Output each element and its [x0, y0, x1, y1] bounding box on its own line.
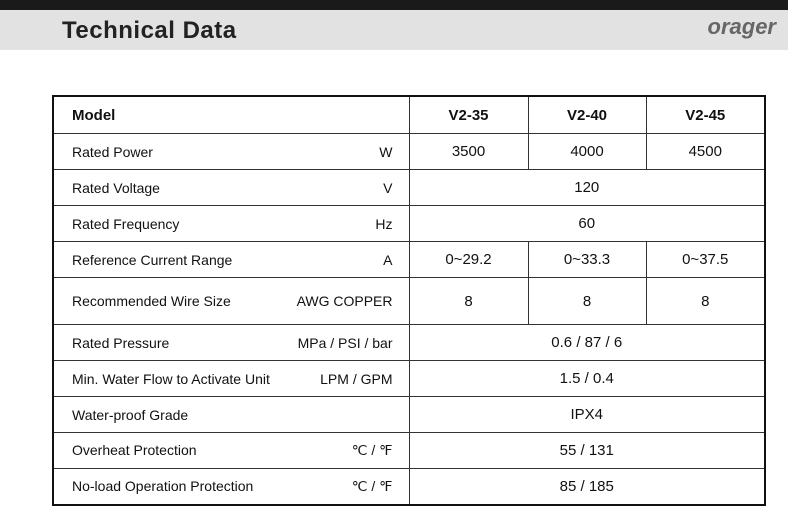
- top-bar: [0, 0, 788, 10]
- label: Min. Water Flow to Activate Unit: [72, 370, 270, 387]
- label: Recommended Wire Size: [72, 293, 231, 309]
- label: No-load Operation Protection: [72, 478, 254, 494]
- label-cell: LPM / GPM Min. Water Flow to Activate Uni…: [52, 360, 410, 397]
- value-cell: 4500: [645, 133, 766, 170]
- value-cell: 8: [408, 277, 529, 325]
- unit: W: [379, 143, 393, 160]
- value-cell: 4000: [527, 133, 647, 170]
- value-cell: 55 / 131: [408, 432, 766, 469]
- page-title: Technical Data: [62, 17, 237, 44]
- label: Rated Frequency: [72, 215, 180, 232]
- label-cell: Hz Rated Frequency: [52, 205, 410, 242]
- value-cell: 1.5 / 0.4: [408, 360, 766, 397]
- table-row: V Rated Voltage 120: [52, 169, 766, 206]
- column-header: V2-45: [645, 95, 766, 134]
- value-cell: 8: [645, 277, 766, 325]
- label-cell: A Reference Current Range: [52, 241, 410, 278]
- value-cell: 120: [408, 169, 766, 206]
- value-cell: IPX4: [408, 396, 766, 433]
- value-cell: 3500: [408, 133, 529, 170]
- header-row: Model V2-35 V2-40 V2-45: [52, 95, 766, 134]
- value-cell: 60: [408, 205, 766, 242]
- label-cell: W Rated Power: [52, 133, 410, 170]
- label: Reference Current Range: [72, 251, 233, 268]
- label-cell: ℃ / ℉ Overheat Protection: [52, 432, 410, 469]
- table-row: W Rated Power 3500 4000 4500: [52, 133, 766, 170]
- value-cell: 0~29.2: [408, 241, 529, 278]
- spec-table: Model V2-35 V2-40 V2-45 W Rated Power 3500 4000…: [52, 95, 766, 506]
- unit: A: [383, 251, 393, 268]
- label-cell: Water-proof Grade: [52, 396, 410, 433]
- unit: MPa / PSI / bar: [297, 334, 393, 351]
- value-cell: 0~33.3: [527, 241, 647, 278]
- column-header: V2-40: [527, 95, 647, 134]
- table-row: AWG COPPER Recommended Wire Size 8 8 8: [52, 277, 766, 325]
- label: Overheat Protection: [72, 442, 197, 458]
- table-row: A Reference Current Range 0~29.2 0~33.3 0~37…: [52, 241, 766, 278]
- table-row: LPM / GPM Min. Water Flow to Activate Uni…: [52, 360, 766, 397]
- label-cell: AWG COPPER Recommended Wire Size: [52, 277, 410, 325]
- label: Water-proof Grade: [72, 406, 189, 423]
- label-cell: ℃ / ℉ No-load Operation Protection: [52, 468, 410, 506]
- unit: LPM / GPM: [320, 370, 393, 387]
- label: Rated Pressure: [72, 334, 170, 351]
- unit: ℃ / ℉: [351, 442, 393, 458]
- table-row: Water-proof Grade IPX4: [52, 396, 766, 433]
- value-cell: 8: [527, 277, 647, 325]
- value-cell: 0.6 / 87 / 6: [408, 324, 766, 361]
- value-cell: 85 / 185: [408, 468, 766, 506]
- label: Rated Power: [72, 143, 153, 160]
- column-header: Model: [52, 95, 410, 134]
- header-band: [0, 10, 788, 50]
- label-cell: MPa / PSI / bar Rated Pressure: [52, 324, 410, 361]
- unit: V: [383, 179, 393, 196]
- unit: ℃ / ℉: [351, 478, 393, 494]
- logo: orager: [707, 14, 776, 39]
- label: Rated Voltage: [72, 179, 160, 196]
- value-cell: 0~37.5: [645, 241, 766, 278]
- column-header: V2-35: [408, 95, 529, 134]
- table-row: MPa / PSI / bar Rated Pressure 0.6 / 87 / …: [52, 324, 766, 361]
- table-row: ℃ / ℉ No-load Operation Protection 85 / 18…: [52, 468, 766, 506]
- unit: Hz: [375, 215, 393, 232]
- table-row: Hz Rated Frequency 60: [52, 205, 766, 242]
- label-cell: V Rated Voltage: [52, 169, 410, 206]
- unit: AWG COPPER: [296, 293, 393, 309]
- table-row: ℃ / ℉ Overheat Protection 55 / 131: [52, 432, 766, 469]
